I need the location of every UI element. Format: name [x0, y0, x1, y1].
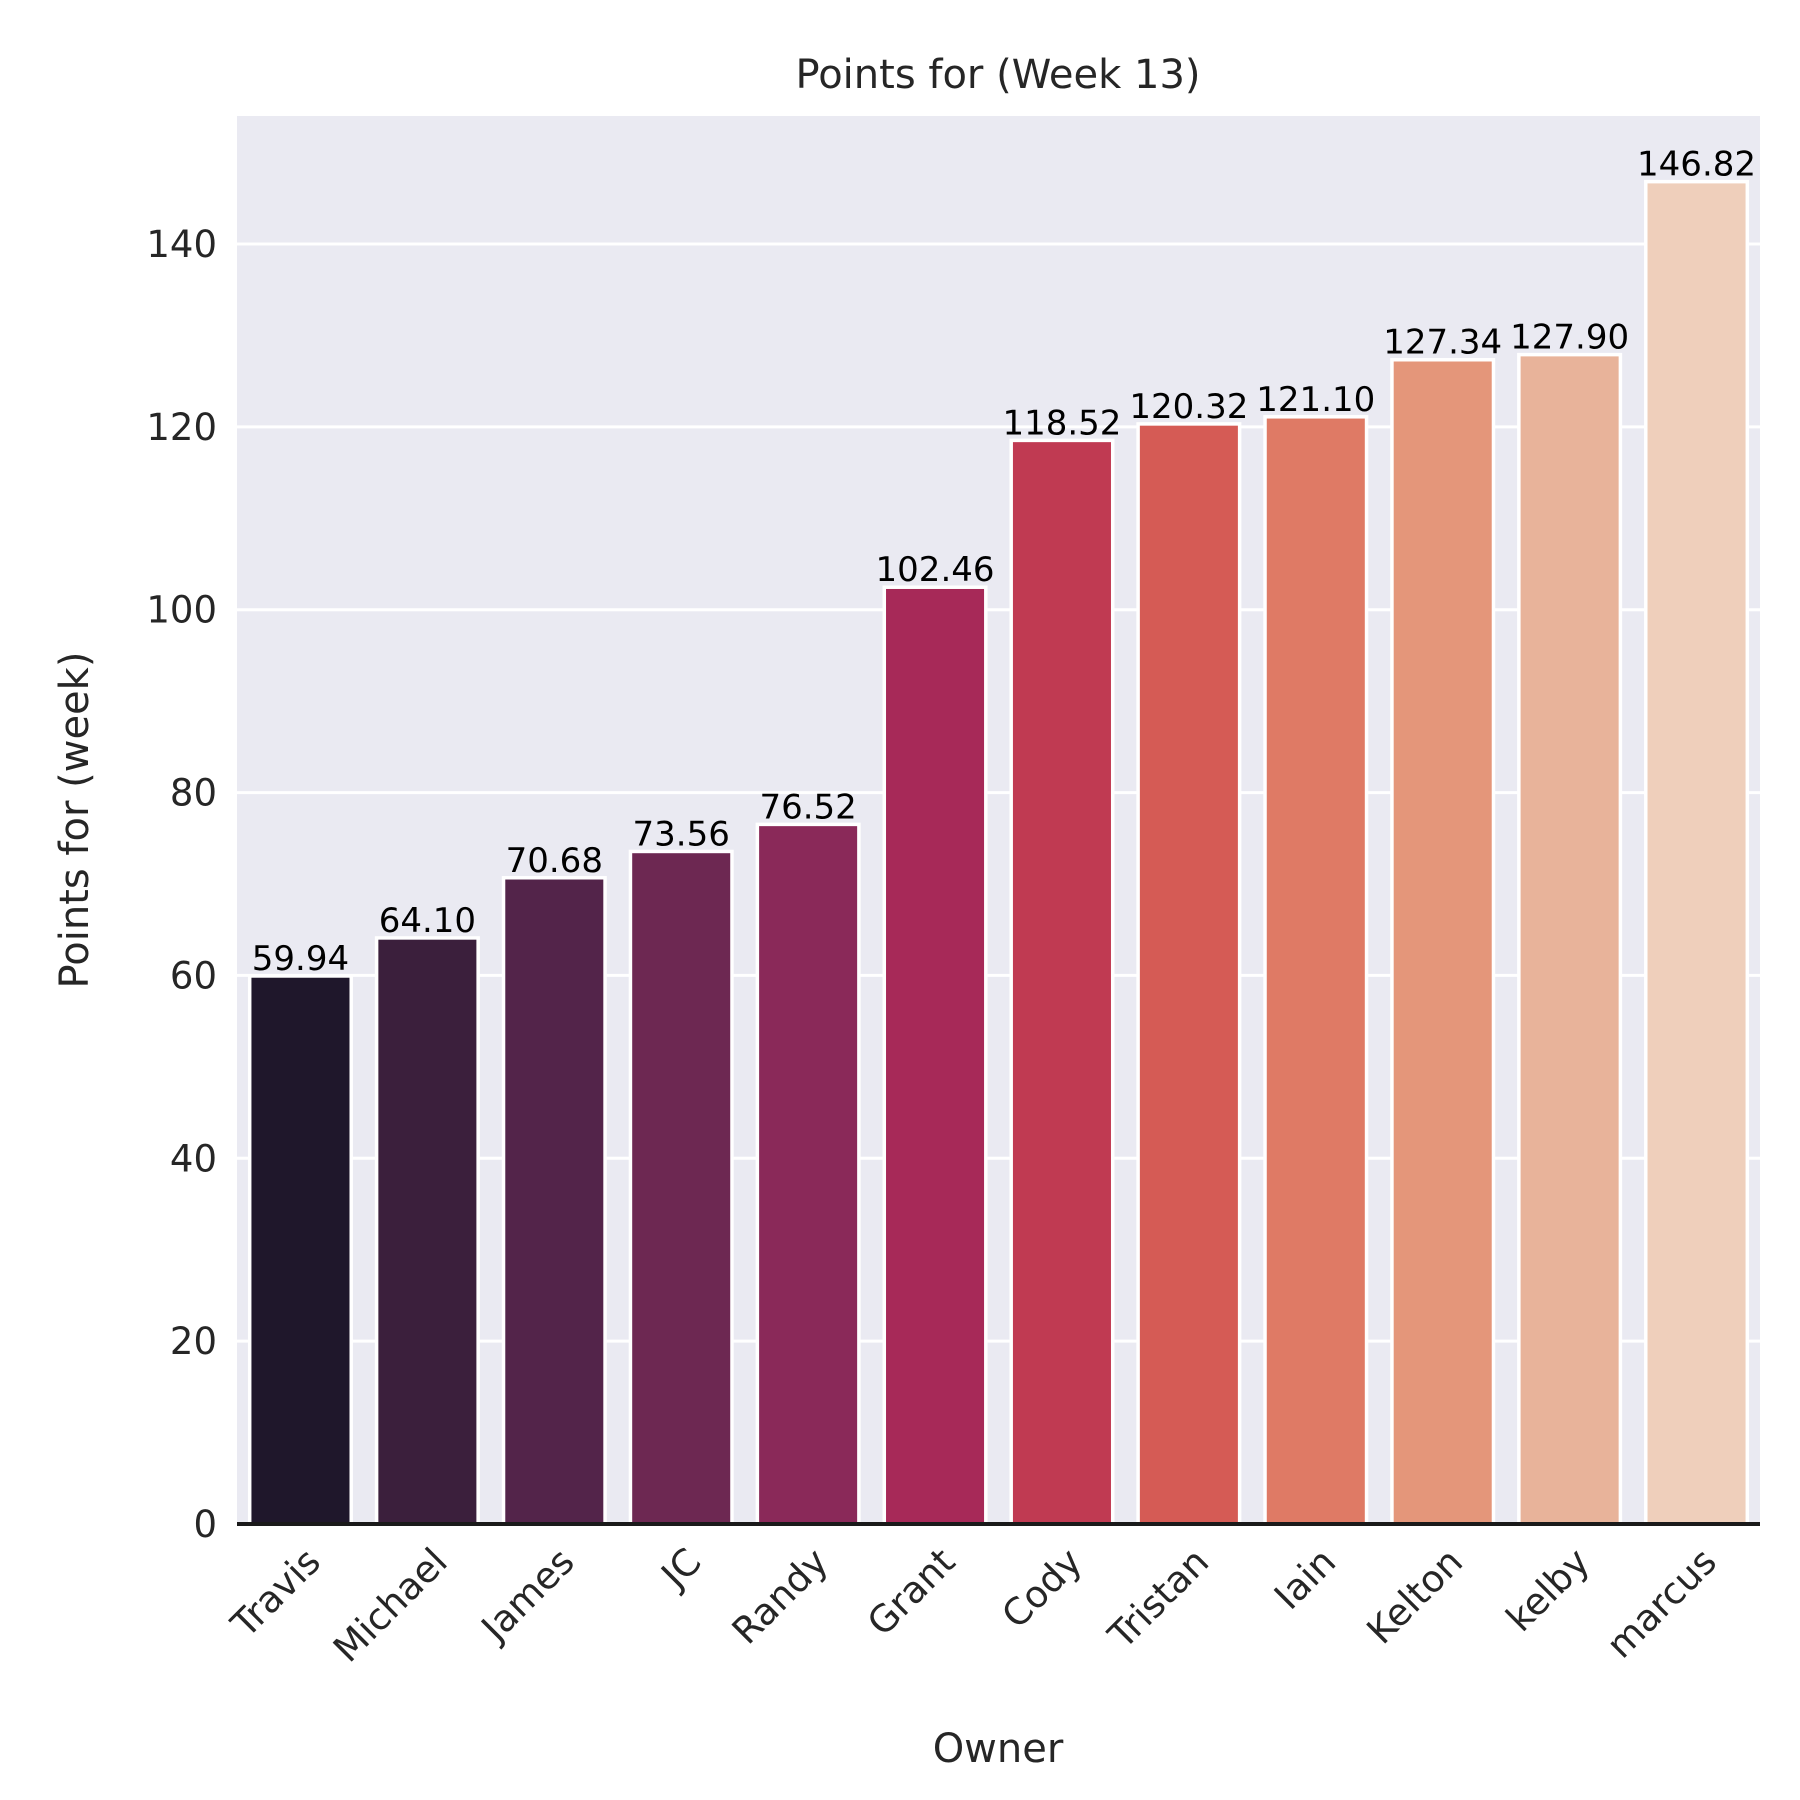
- y-tick-label: 120: [146, 406, 217, 449]
- bar: [628, 849, 734, 1526]
- bar: [1009, 438, 1115, 1526]
- x-tick-label: James: [472, 1540, 583, 1651]
- data-label: 121.10: [1256, 380, 1375, 420]
- bar: [374, 936, 480, 1526]
- x-tick-label: kelby: [1498, 1540, 1598, 1640]
- bar: [755, 822, 861, 1526]
- data-label: 146.82: [1637, 145, 1756, 185]
- bar: [501, 876, 607, 1526]
- bars: [247, 179, 1750, 1526]
- x-tick-label: Kelton: [1359, 1540, 1471, 1652]
- x-tick-label: Randy: [724, 1540, 837, 1653]
- x-axis-label: Owner: [933, 1726, 1064, 1772]
- bar: [247, 974, 353, 1526]
- bar: [1263, 415, 1369, 1526]
- y-tick-label: 20: [170, 1320, 217, 1363]
- y-tick-label: 40: [170, 1137, 217, 1180]
- x-tick-label: marcus: [1598, 1540, 1725, 1667]
- data-label: 120.32: [1129, 387, 1248, 427]
- y-tick-label: 100: [146, 589, 217, 632]
- x-tick-label: Iain: [1266, 1540, 1344, 1618]
- bar: [1644, 179, 1750, 1526]
- x-tick-label: Cody: [994, 1540, 1091, 1637]
- data-label: 127.34: [1383, 323, 1502, 363]
- data-label: 102.46: [876, 550, 995, 590]
- x-tick-label: Tristan: [1099, 1540, 1217, 1658]
- x-tick-label: Travis: [222, 1540, 328, 1646]
- x-tick-label: Grant: [859, 1540, 963, 1644]
- bar: [882, 585, 988, 1526]
- data-label: 118.52: [1002, 403, 1121, 443]
- y-tick-label: 140: [146, 223, 217, 266]
- x-tick-label: Michael: [325, 1540, 456, 1671]
- y-tick-label: 60: [170, 954, 217, 997]
- y-tick-label: 80: [170, 772, 217, 815]
- bar: [1517, 352, 1623, 1526]
- x-tick-label: JC: [652, 1540, 710, 1598]
- y-tick-labels: 0 20 40 60 80 100 120 140: [146, 223, 217, 1546]
- chart-title: Points for (Week 13): [796, 52, 1201, 98]
- data-labels: 59.94 64.10 70.68 73.56 76.52 102.46 118.52 120…: [252, 145, 1756, 979]
- data-label: 64.10: [379, 901, 476, 941]
- plot-background: [237, 116, 1760, 1524]
- data-label: 59.94: [252, 939, 349, 979]
- bar: [1390, 357, 1496, 1526]
- data-label: 73.56: [633, 814, 730, 854]
- data-label: 127.90: [1510, 318, 1629, 358]
- y-axis-label: Points for (week): [52, 652, 98, 989]
- data-label: 70.68: [506, 841, 603, 881]
- y-tick-label: 0: [193, 1503, 217, 1546]
- data-label: 76.52: [759, 787, 856, 827]
- bar: [1136, 422, 1242, 1526]
